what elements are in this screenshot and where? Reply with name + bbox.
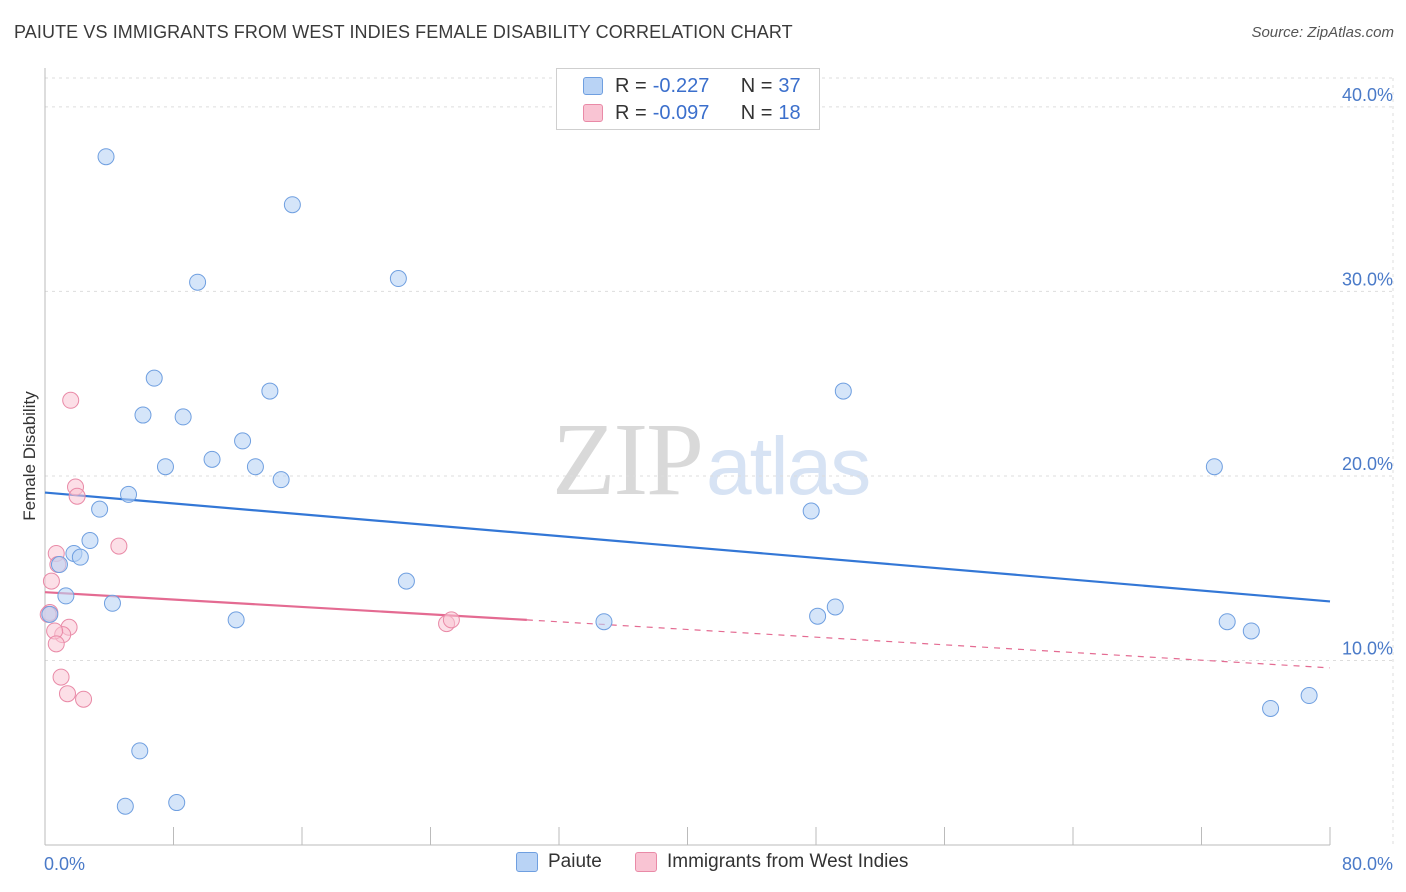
legend-item-paiute[interactable]: Paiute (516, 851, 602, 873)
data-point-paiute (227, 611, 245, 629)
data-point-paiute (595, 613, 613, 631)
data-point-paiute (1262, 699, 1280, 717)
legend-item-west-indies[interactable]: Immigrants from West Indies (635, 851, 908, 873)
y-tick-label: 20.0% (1342, 454, 1393, 474)
data-point-paiute (168, 794, 186, 812)
legend-r-value: -0.097 (652, 101, 710, 124)
axes (44, 68, 1331, 846)
legend-label-paiute: Paiute (548, 851, 602, 872)
data-point-west-indies (47, 635, 65, 653)
data-point-west-indies (68, 487, 86, 505)
legend-row-west-indies: R = -0.097 N = 18 (583, 100, 801, 126)
data-point-paiute (1300, 687, 1318, 705)
data-point-paiute (234, 432, 252, 450)
data-points (39, 148, 1318, 815)
data-point-paiute (397, 572, 415, 590)
legend-n-value: 37 (778, 74, 801, 97)
data-point-paiute (71, 548, 89, 566)
chart-title: PAIUTE VS IMMIGRANTS FROM WEST INDIES FE… (14, 22, 793, 42)
watermark-zip: ZIP (552, 402, 704, 517)
data-point-paiute (1218, 613, 1236, 631)
data-point-paiute (131, 742, 149, 760)
data-point-paiute (57, 587, 75, 605)
trend-line-west-indies-extension (526, 619, 1331, 669)
legend-swatch-paiute (516, 852, 538, 872)
data-point-paiute (1242, 622, 1260, 640)
legend-row-paiute: R = -0.227 N = 37 (583, 73, 801, 99)
watermark: ZIPatlas (552, 400, 871, 519)
data-point-paiute (134, 406, 152, 424)
legend-label-west-indies: Immigrants from West Indies (667, 851, 909, 872)
trend-line-paiute (44, 491, 1331, 603)
data-point-paiute (189, 273, 207, 291)
source-credit: Source: ZipAtlas.com (1251, 24, 1394, 41)
data-point-paiute (246, 458, 264, 476)
data-point-paiute (41, 605, 59, 623)
data-point-paiute (389, 270, 407, 288)
data-point-west-indies (442, 611, 460, 629)
legend-r-label: R = (615, 101, 647, 124)
legend-r-label: R = (615, 74, 647, 97)
data-point-paiute (272, 471, 290, 489)
data-point-west-indies (42, 572, 60, 590)
x-tick-label-max: 80.0% (1342, 854, 1393, 874)
legend-swatch-west-indies (583, 104, 603, 122)
data-point-paiute (120, 485, 138, 503)
legend-swatch-paiute (583, 77, 603, 95)
data-point-paiute (156, 458, 174, 476)
y-tick-label: 10.0% (1342, 638, 1393, 658)
data-point-paiute (834, 382, 852, 400)
legend-n-label: N = (740, 101, 773, 124)
data-point-paiute (802, 502, 820, 520)
legend-r-value: -0.227 (652, 74, 710, 97)
tick-labels: 10.0% 20.0% 30.0% 40.0% 0.0% 80.0% (44, 85, 1393, 874)
data-point-paiute (1205, 458, 1223, 476)
legend-swatch-west-indies (635, 852, 657, 872)
data-point-paiute (174, 408, 192, 426)
y-tick-label: 30.0% (1342, 269, 1393, 289)
data-point-paiute (91, 500, 109, 518)
data-point-west-indies (110, 537, 128, 555)
legend-n-value: 18 (778, 101, 801, 124)
data-point-west-indies (75, 690, 93, 708)
data-point-paiute (283, 196, 301, 214)
watermark-atlas: atlas (706, 421, 871, 512)
correlation-legend: R = -0.227 N = 37 R = -0.097 N = 18 (556, 68, 820, 130)
data-point-paiute (826, 598, 844, 616)
data-point-paiute (103, 594, 121, 612)
data-point-paiute (145, 369, 163, 387)
trend-lines (44, 491, 1331, 669)
data-point-west-indies (52, 668, 70, 686)
data-point-paiute (261, 382, 279, 400)
grid-lines (45, 77, 1394, 845)
y-tick-label: 40.0% (1342, 85, 1393, 105)
data-point-paiute (116, 797, 134, 815)
data-point-paiute (97, 148, 115, 166)
data-point-paiute (203, 450, 221, 468)
x-tick-label-min: 0.0% (44, 854, 85, 874)
data-point-west-indies (62, 391, 80, 409)
y-axis-label: Female Disability (20, 391, 39, 521)
legend-n-label: N = (740, 74, 773, 97)
data-point-paiute (809, 607, 827, 625)
data-point-west-indies (58, 685, 76, 703)
data-point-paiute (50, 556, 68, 574)
data-point-paiute (81, 532, 99, 550)
series-legend: Paiute Immigrants from West Indies (0, 851, 1406, 877)
